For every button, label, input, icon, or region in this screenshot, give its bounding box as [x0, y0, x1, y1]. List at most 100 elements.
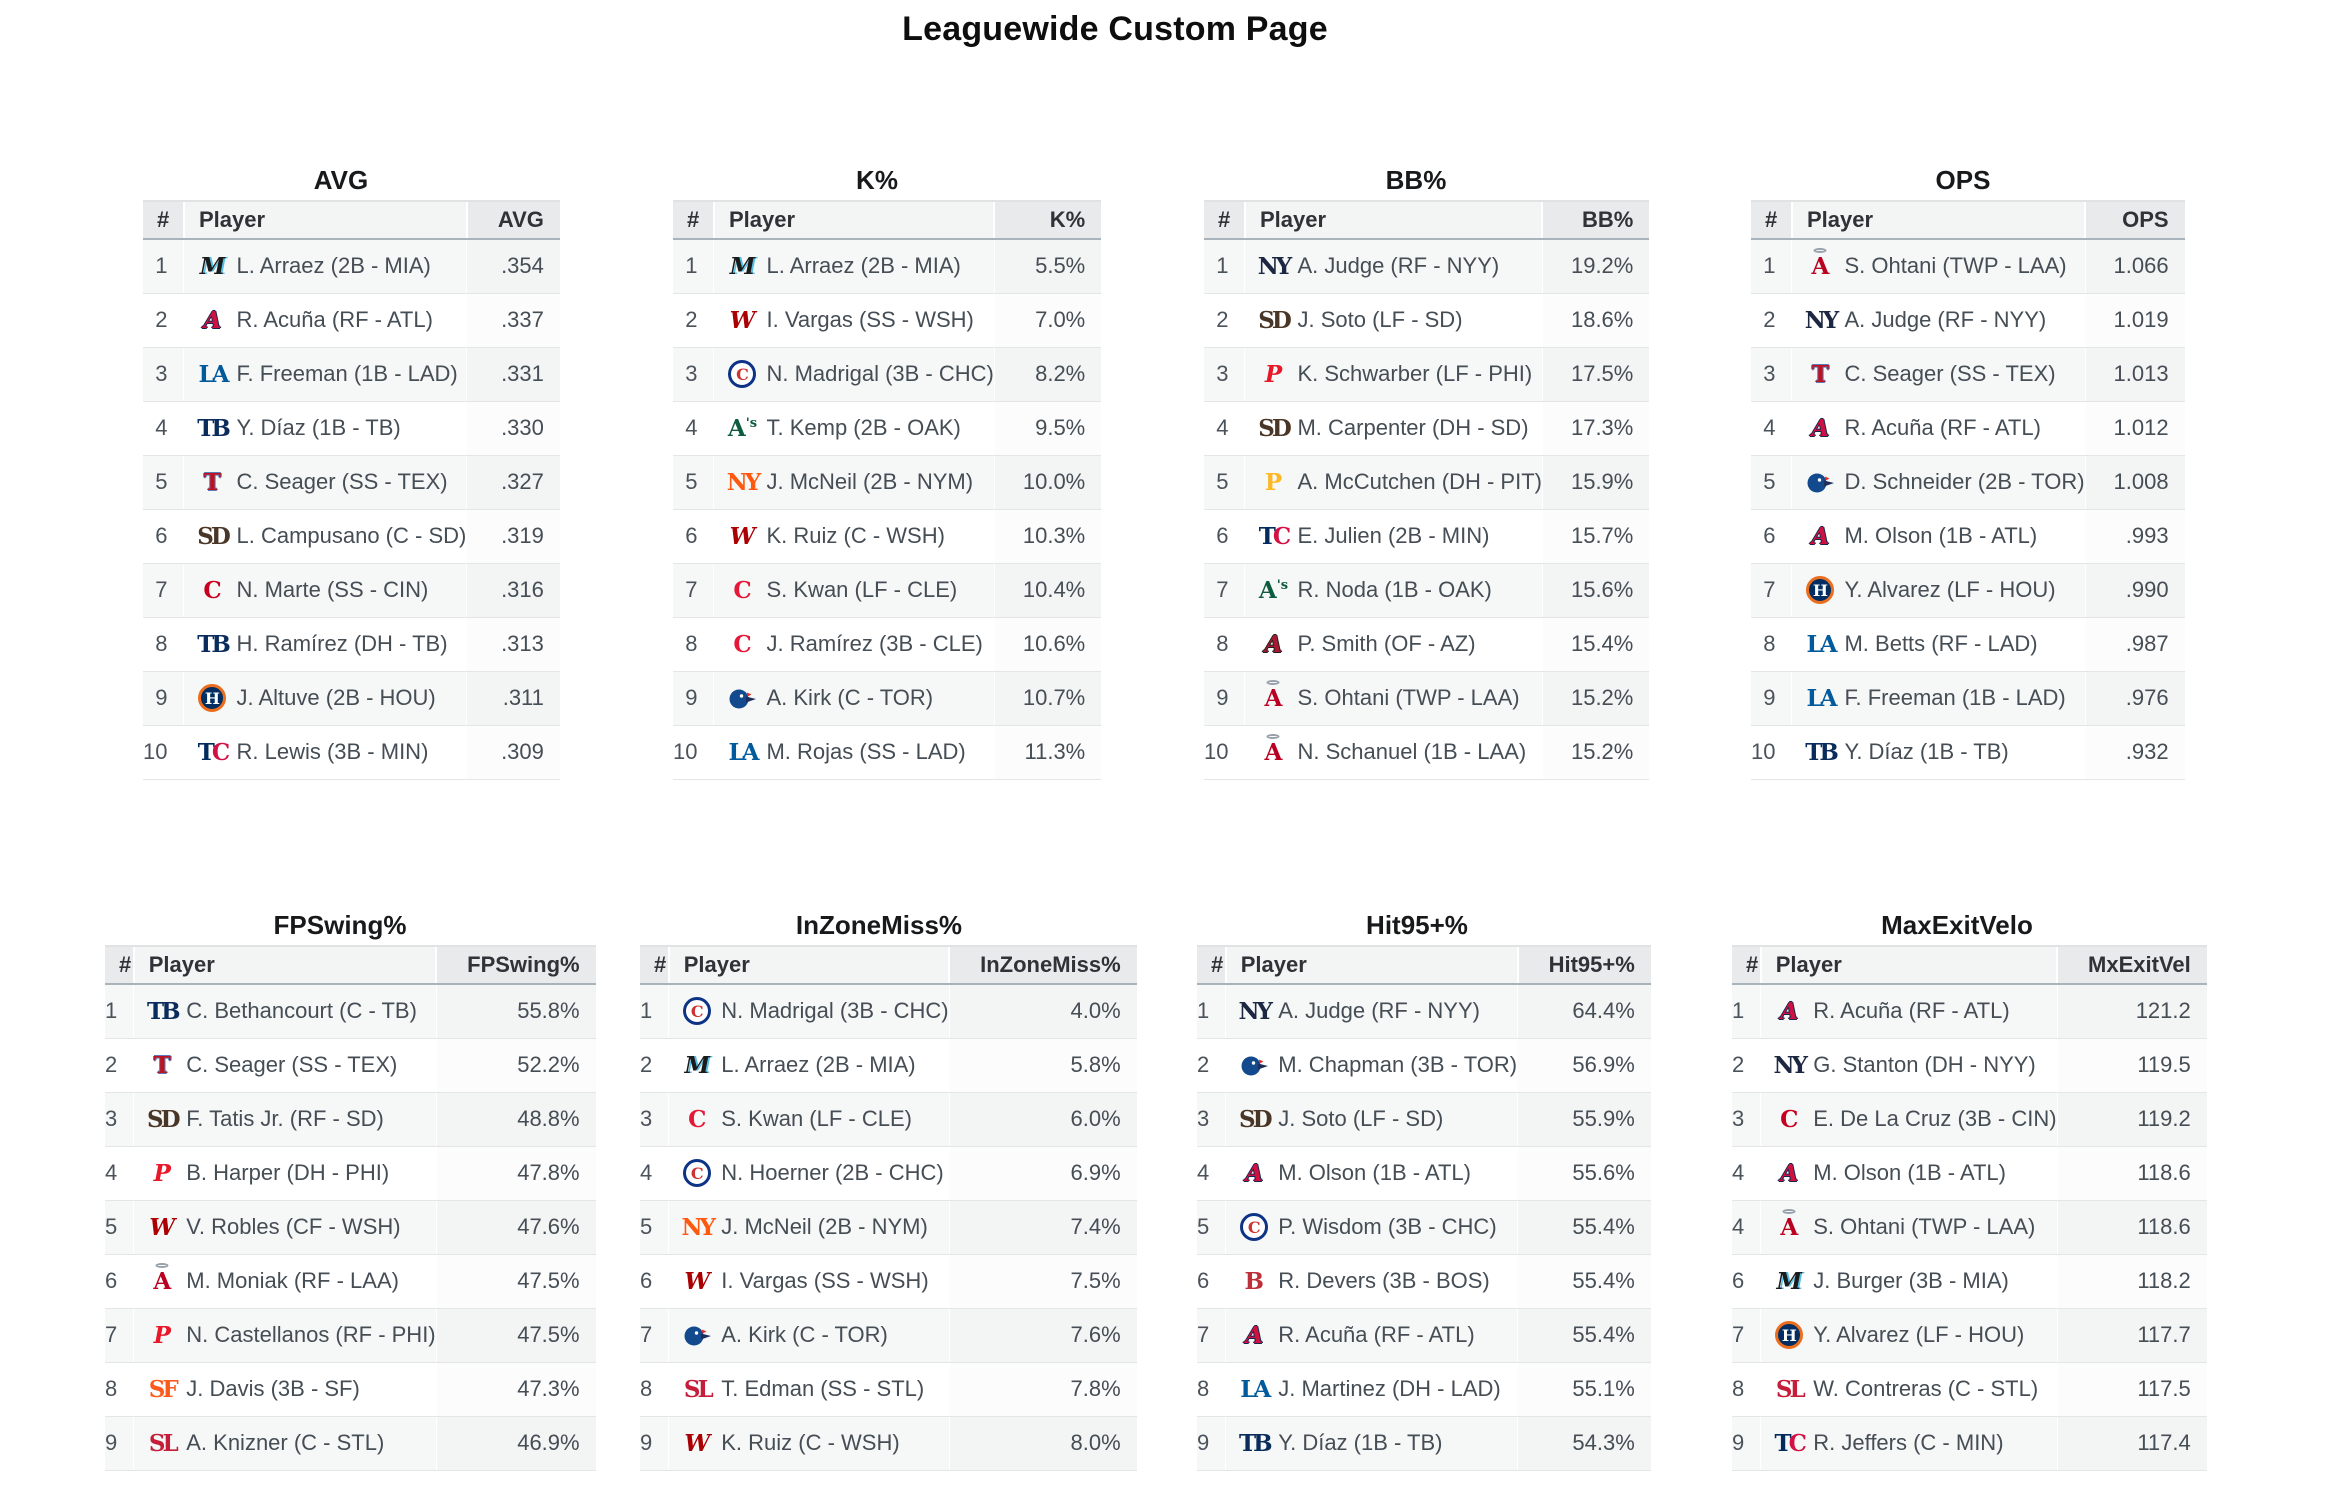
player-name: M. Olson (1B - ATL) — [1813, 1160, 2006, 1185]
team-logo-atl: A — [1780, 1159, 1799, 1187]
rank-header[interactable]: # — [1732, 945, 1761, 985]
rank-header[interactable]: # — [1751, 200, 1792, 240]
player-header[interactable]: Player — [1243, 200, 1543, 240]
value-cell: 121.2 — [2056, 984, 2207, 1039]
value-cell: .337 — [466, 293, 560, 348]
rank-cell: 4 — [1751, 401, 1792, 456]
value-cell: 7.5% — [948, 1254, 1137, 1309]
rank-header[interactable]: # — [1204, 200, 1245, 240]
rank-header[interactable]: # — [105, 945, 134, 985]
rank-cell: 6 — [640, 1254, 669, 1309]
team-logo-atl: A — [1811, 522, 1830, 550]
value-header[interactable]: OPS — [2084, 200, 2185, 240]
value-header[interactable]: AVG — [465, 200, 560, 240]
player-cell: A M. Olson (1B - ATL) — [1225, 1146, 1518, 1201]
team-logo-lad: LA — [728, 738, 759, 766]
table-row: 9 T C R. Jeffers (C - MIN) 117.4 — [1732, 1416, 2207, 1471]
player-name: M. Betts (RF - LAD) — [1844, 631, 2038, 656]
player-name: J. Soto (LF - SD) — [1297, 307, 1463, 332]
value-header[interactable]: Hit95+% — [1516, 945, 1651, 985]
table-row: 6 SD L. Campusano (C - SD) .319 — [143, 509, 560, 564]
player-name: S. Ohtani (TWP - LAA) — [1297, 685, 1520, 710]
stat-table: OPS # Player OPS 1 A S. Ohtani (TWP - LAA)… — [1751, 160, 2185, 780]
value-header[interactable]: BB% — [1541, 200, 1650, 240]
player-name: A. Judge (RF - NYY) — [1278, 998, 1480, 1024]
stat-table: BB% # Player BB% 1 NY A. Judge (RF - NYY) 1… — [1204, 160, 1650, 780]
player-header[interactable]: Player — [712, 200, 995, 240]
rank-cell: 2 — [1751, 293, 1792, 348]
table-row: 4 SD M. Carpenter (DH - SD) 17.3% — [1204, 401, 1650, 456]
rank-cell: 8 — [640, 1362, 669, 1417]
team-logo-laa: A — [1257, 734, 1289, 767]
player-name: Y. Díaz (1B - TB) — [236, 415, 401, 440]
player-cell: C N. Hoerner (2B - CHC) — [668, 1146, 950, 1201]
value-cell: 64.4% — [1517, 984, 1651, 1039]
player-name: J. McNeil (2B - NYM) — [766, 469, 974, 494]
rank-header[interactable]: # — [1197, 945, 1226, 985]
table-row: 8 TB H. Ramírez (DH - TB) .313 — [143, 617, 560, 672]
player-cell: SD F. Tatis Jr. (RF - SD) — [133, 1092, 437, 1147]
player-name: R. Noda (1B - OAK) — [1297, 577, 1492, 602]
table-row: 6 A M. Olson (1B - ATL) .993 — [1751, 509, 2185, 564]
value-cell: 119.2 — [2056, 1092, 2207, 1147]
stat-table: K% # Player K% 1 M L. Arraez (2B - MIA) 5.5… — [673, 160, 1102, 780]
player-name: F. Freeman (1B - LAD) — [1844, 685, 2066, 710]
player-cell: LA F. Freeman (1B - LAD) — [183, 347, 467, 402]
rank-cell: 3 — [105, 1092, 134, 1147]
rank-header[interactable]: # — [673, 200, 714, 240]
player-header[interactable]: Player — [1790, 200, 2086, 240]
table-row: 10 A N. Schanuel (1B - LAA) 15.2% — [1204, 725, 1650, 780]
table-row: 9 TB Y. Díaz (1B - TB) 54.3% — [1197, 1416, 1651, 1471]
rank-cell: 6 — [105, 1254, 134, 1309]
player-cell: A N. Schanuel (1B - LAA) — [1244, 725, 1543, 780]
table-row: 9 A. Kirk (C - TOR) 10.7% — [673, 671, 1102, 726]
team-logo-sd: SD — [1238, 1105, 1273, 1133]
leaderboard-table: # Player Hit95+% 1 NY A. Judge (RF - NYY) 6… — [1197, 945, 1651, 1490]
table-row: 1 NY A. Judge (RF - NYY) 64.4% — [1197, 984, 1651, 1039]
rank-cell: 9 — [1204, 671, 1245, 726]
rank-cell: 10 — [143, 725, 184, 780]
team-logo-phi: P — [153, 1159, 171, 1187]
player-header[interactable]: Player — [132, 945, 437, 985]
value-cell: 17.3% — [1541, 401, 1650, 456]
team-logo-tor — [726, 683, 758, 713]
value-header[interactable]: InZoneMiss% — [948, 945, 1137, 985]
value-header[interactable]: FPSwing% — [435, 945, 596, 985]
player-name: M. Olson (1B - ATL) — [1844, 523, 2038, 548]
value-header[interactable]: K% — [993, 200, 1102, 240]
player-cell: A's T. Kemp (2B - OAK) — [713, 401, 995, 456]
player-header[interactable]: Player — [182, 200, 467, 240]
value-cell: 46.9% — [435, 1416, 596, 1471]
team-logo-wsh: W — [684, 1429, 711, 1457]
table-row: 10 TB Y. Díaz (1B - TB) .932 — [1751, 725, 2185, 780]
leaderboard-table: # Player MxExitVel 1 A R. Acuña (RF - ATL)… — [1732, 945, 2207, 1490]
player-name: C. Seager (SS - TEX) — [186, 1052, 398, 1077]
rank-header[interactable]: # — [143, 200, 184, 240]
player-cell: T C. Seager (SS - TEX) — [1791, 347, 2086, 402]
rank-cell: 1 — [640, 984, 669, 1039]
value-header[interactable]: MxExitVel — [2056, 945, 2207, 985]
table-row: 1 M L. Arraez (2B - MIA) 5.5% — [673, 239, 1102, 294]
player-cell: M L. Arraez (2B - MIA) — [668, 1038, 950, 1093]
team-logo-tex: T — [1811, 360, 1830, 388]
team-logo-lad: LA — [1806, 630, 1837, 658]
value-cell: .313 — [466, 617, 560, 672]
player-header[interactable]: Player — [667, 945, 950, 985]
table-row: 1 M L. Arraez (2B - MIA) .354 — [143, 239, 560, 294]
rank-cell: 3 — [1204, 347, 1245, 402]
value-cell: 15.6% — [1541, 563, 1650, 618]
table-row: 2 NY A. Judge (RF - NYY) 1.019 — [1751, 293, 2185, 348]
rank-cell: 3 — [640, 1092, 669, 1147]
player-header[interactable]: Player — [1759, 945, 2058, 985]
team-logo-sd: SD — [1258, 414, 1292, 442]
player-cell: A S. Ohtani (TWP - LAA) — [1244, 671, 1543, 726]
table-row: 3 C E. De La Cruz (3B - CIN) 119.2 — [1732, 1092, 2207, 1147]
player-header[interactable]: Player — [1224, 945, 1518, 985]
rank-cell: 1 — [1204, 239, 1245, 294]
value-cell: 7.0% — [993, 293, 1102, 348]
rank-header[interactable]: # — [640, 945, 669, 985]
value-cell: 9.5% — [993, 401, 1102, 456]
player-name: J. Altuve (2B - HOU) — [236, 685, 436, 711]
